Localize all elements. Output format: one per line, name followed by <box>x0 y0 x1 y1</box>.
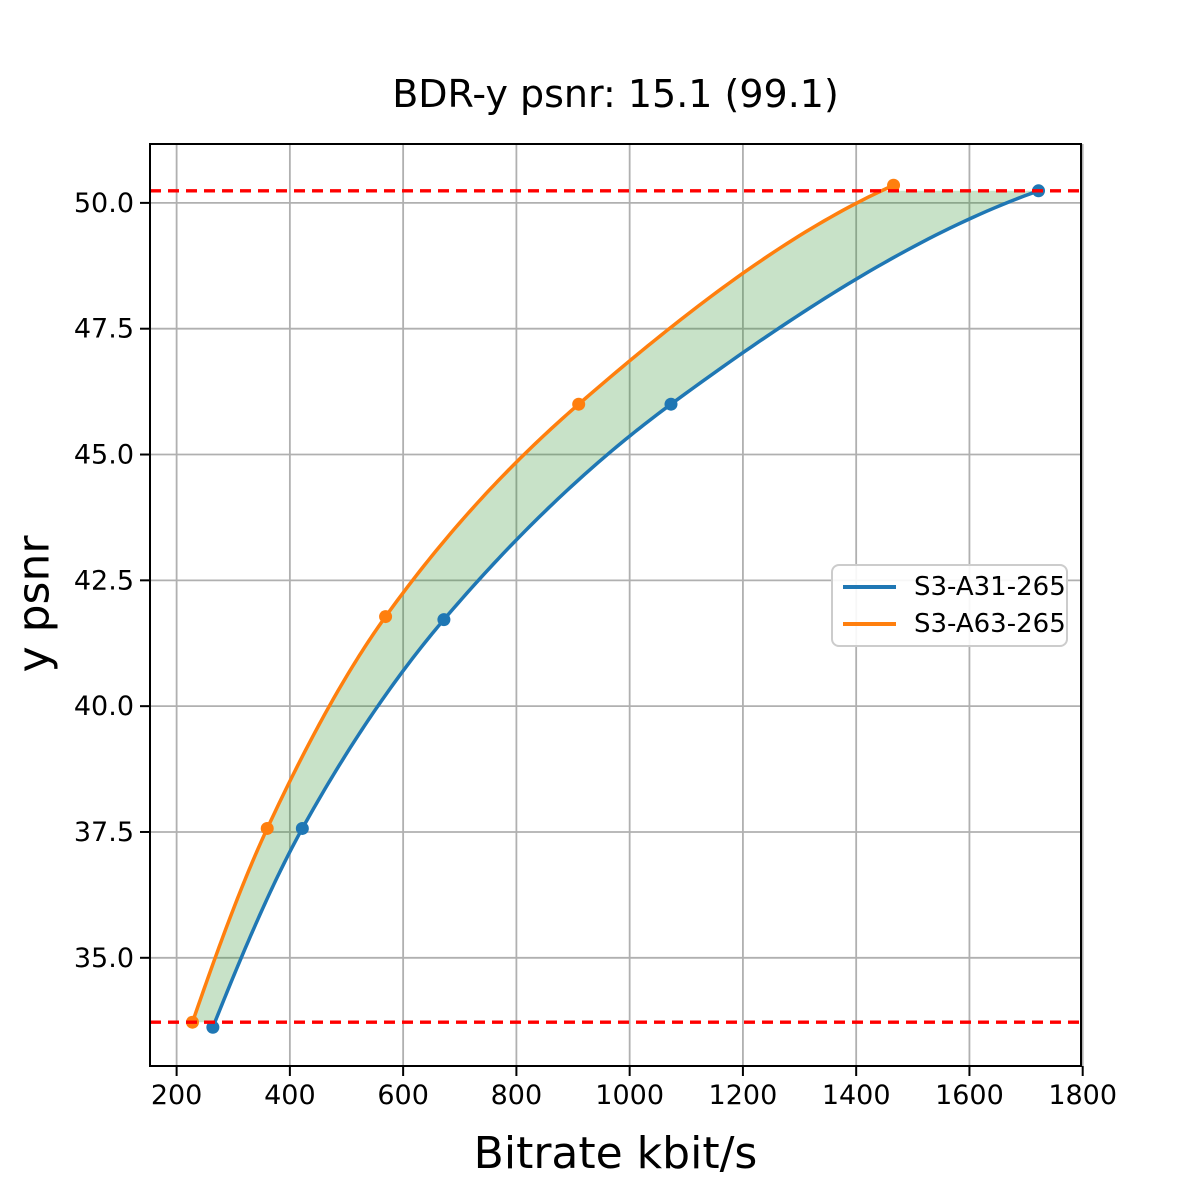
data-point-S3-A63-265 <box>887 178 901 192</box>
y-tick-label: 37.5 <box>74 817 134 848</box>
y-tick-label: 42.5 <box>74 565 134 596</box>
legend-item: S3-A31-265 <box>839 570 1066 604</box>
legend-line-sample <box>843 585 896 590</box>
legend-line-sample <box>843 621 896 626</box>
data-point-S3-A31-265 <box>437 613 451 627</box>
legend-item: S3-A63-265 <box>839 607 1066 641</box>
x-axis-label: Bitrate kbit/s <box>473 1128 758 1179</box>
y-axis-label: y psnr <box>8 535 60 673</box>
y-tick-label: 35.0 <box>74 943 134 974</box>
y-tick-label: 47.5 <box>74 314 134 345</box>
data-point-S3-A31-265 <box>206 1020 220 1034</box>
data-point-S3-A63-265 <box>379 610 393 624</box>
legend-label: S3-A63-265 <box>914 608 1066 639</box>
x-tick-label: 800 <box>491 1080 543 1111</box>
x-tick-label: 1200 <box>709 1080 778 1111</box>
x-tick-label: 1800 <box>1048 1080 1117 1111</box>
x-tick-label: 1400 <box>822 1080 891 1111</box>
x-tick-label: 400 <box>264 1080 316 1111</box>
y-tick-label: 40.0 <box>74 691 134 722</box>
x-tick-label: 600 <box>377 1080 429 1111</box>
y-tick-label: 45.0 <box>74 440 134 471</box>
data-point-S3-A63-265 <box>572 397 586 411</box>
x-tick-label: 1000 <box>595 1080 664 1111</box>
data-point-S3-A63-265 <box>260 821 274 835</box>
x-tick-label: 200 <box>151 1080 203 1111</box>
data-point-S3-A31-265 <box>664 397 678 411</box>
plot-border <box>149 143 1082 1067</box>
data-point-S3-A31-265 <box>295 821 309 835</box>
legend-label: S3-A31-265 <box>914 572 1066 603</box>
y-tick-label: 50.0 <box>74 188 134 219</box>
x-tick-label: 1600 <box>935 1080 1004 1111</box>
chart-title: BDR-y psnr: 15.1 (99.1) <box>392 72 839 116</box>
legend: S3-A31-265 S3-A63-265 <box>831 564 1068 647</box>
